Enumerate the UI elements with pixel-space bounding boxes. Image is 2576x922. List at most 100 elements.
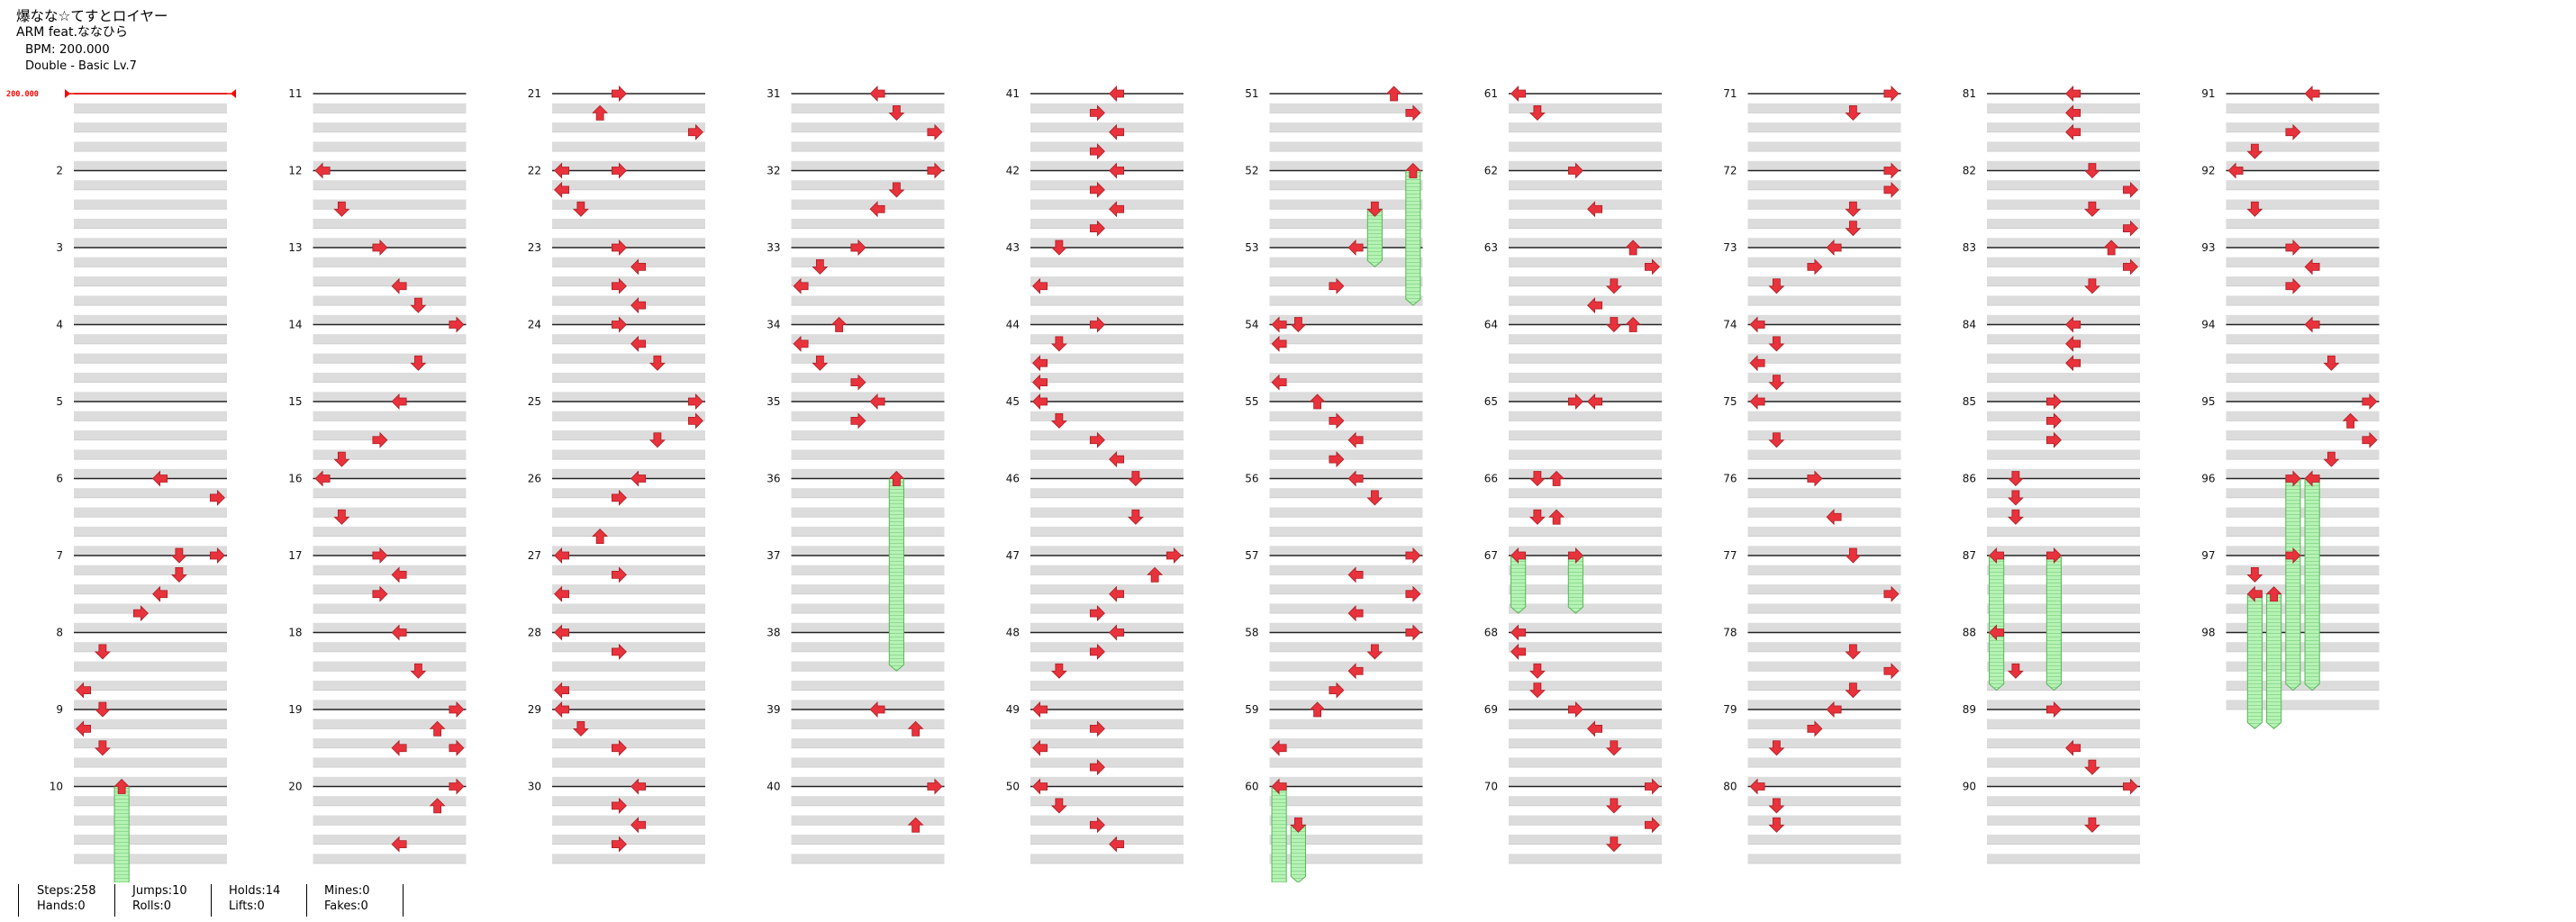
arrow-left-icon: [554, 547, 570, 564]
arrow-down-icon: [2007, 663, 2024, 679]
measure-stripe: [791, 392, 945, 402]
arrow-left-icon: [391, 393, 407, 410]
arrow-right-note: [1089, 643, 1105, 660]
arrow-up-icon: [429, 798, 446, 814]
arrow-up-note: [429, 720, 446, 737]
measure-stripe: [1747, 103, 1901, 113]
measure-stripe: [1747, 392, 1901, 402]
measure-stripe: [313, 449, 467, 460]
arrow-right-icon: [611, 836, 627, 853]
arrow-left-icon: [1271, 374, 1287, 391]
measure-number: 76: [1723, 473, 1737, 485]
arrow-down-note: [1845, 547, 1862, 564]
measure-number: 19: [288, 703, 302, 716]
arrow-right-icon: [2285, 240, 2301, 256]
measure-stripe: [552, 295, 705, 306]
measure-stripe: [552, 700, 705, 710]
arrow-down-note: [572, 201, 589, 217]
arrow-right-icon: [611, 316, 627, 333]
arrow-right-icon: [1883, 663, 1900, 680]
measure-stripe: [1747, 757, 1901, 768]
measure-stripe: [791, 199, 945, 210]
arrow-left-note: [391, 393, 407, 410]
measure-number: 80: [1723, 781, 1737, 793]
measure-stripe: [791, 854, 945, 863]
measure-stripe: [791, 738, 945, 748]
arrow-down-note: [1768, 336, 1785, 352]
arrow-down-icon: [170, 566, 187, 583]
measure-stripe: [1509, 180, 1662, 190]
measure-66: 66: [1484, 473, 1662, 556]
arrow-left-icon: [630, 817, 647, 834]
arrow-left-note: [1032, 355, 1048, 372]
arrow-right-note: [2285, 547, 2301, 564]
arrow-left-note: [630, 470, 647, 487]
measure-stripe: [1747, 372, 1901, 383]
measure-number: 14: [288, 319, 302, 331]
measure-13: 13: [288, 241, 467, 325]
arrow-left-icon: [76, 682, 92, 699]
arrow-left-note: [314, 162, 331, 179]
arrow-right-note: [611, 797, 627, 814]
measure-stripe: [791, 680, 945, 691]
arrow-left-note: [1271, 778, 1287, 795]
arrow-down-note: [170, 566, 187, 583]
arrow-up-icon: [1625, 316, 1642, 332]
stat-hands: Hands:0: [37, 899, 86, 913]
measure-46: 46: [1006, 473, 1184, 556]
arrow-left-icon: [391, 739, 407, 756]
arrow-down-icon: [1768, 740, 1785, 756]
measure-stripe: [1030, 834, 1184, 845]
arrow-left-icon: [152, 470, 168, 487]
arrow-up-note: [1309, 701, 1326, 718]
arrow-left-icon: [630, 470, 647, 487]
arrow-down-icon: [1845, 104, 1862, 121]
measure-stripe: [1509, 488, 1662, 498]
arrow-down-note: [1605, 317, 1622, 333]
arrow-right-note: [611, 566, 627, 583]
measure-stripe: [2226, 276, 2380, 286]
measure-stripe: [2226, 160, 2380, 171]
arrow-down-icon: [1290, 317, 1307, 333]
arrow-left-icon: [391, 566, 407, 583]
arrow-right-note: [1644, 258, 1660, 276]
hold-body: [1271, 786, 1287, 882]
measure-stripe: [1509, 257, 1662, 267]
measure-stripe: [1747, 815, 1901, 826]
arrow-right-icon: [611, 240, 627, 256]
measure-stripe: [2226, 642, 2380, 652]
measure-1: [74, 93, 227, 171]
measure-stripe: [74, 603, 227, 614]
measure-stripe: [1269, 103, 1423, 113]
measure-stripe: [1509, 546, 1662, 556]
measure-stripe: [1269, 526, 1423, 537]
arrow-left-note: [1032, 739, 1048, 756]
arrow-right-note: [372, 431, 388, 448]
measure-stripe: [791, 622, 945, 633]
arrow-down-note: [410, 355, 427, 371]
arrow-left-icon: [2065, 86, 2082, 102]
arrow-right-note: [1089, 720, 1105, 737]
measure-stripe: [1269, 199, 1423, 210]
measure-stripe: [1030, 411, 1184, 421]
measure-stripe: [1030, 815, 1184, 826]
arrow-left-note: [1749, 355, 1765, 372]
arrow-down-icon: [2083, 163, 2100, 179]
arrow-right-note: [611, 836, 627, 853]
arrow-left-note: [630, 817, 647, 834]
arrow-down-icon: [649, 432, 666, 448]
measure-stripe: [1987, 565, 2140, 575]
measure-stripe: [2226, 353, 2380, 364]
measure-stripe: [1030, 276, 1184, 286]
song-bpm: BPM: 200.000: [25, 42, 110, 57]
arrow-left-icon: [1347, 605, 1364, 622]
measure-stripe: [1030, 738, 1184, 748]
arrow-down-note: [1528, 682, 1546, 699]
measure-stripe: [2226, 122, 2380, 132]
measure-stripe: [74, 776, 227, 787]
measure-number: 77: [1723, 549, 1737, 562]
measure-number: 91: [2201, 87, 2215, 100]
measure-stripe: [74, 218, 227, 229]
measure-number: 41: [1006, 87, 1020, 100]
measure-stripe: [74, 584, 227, 594]
